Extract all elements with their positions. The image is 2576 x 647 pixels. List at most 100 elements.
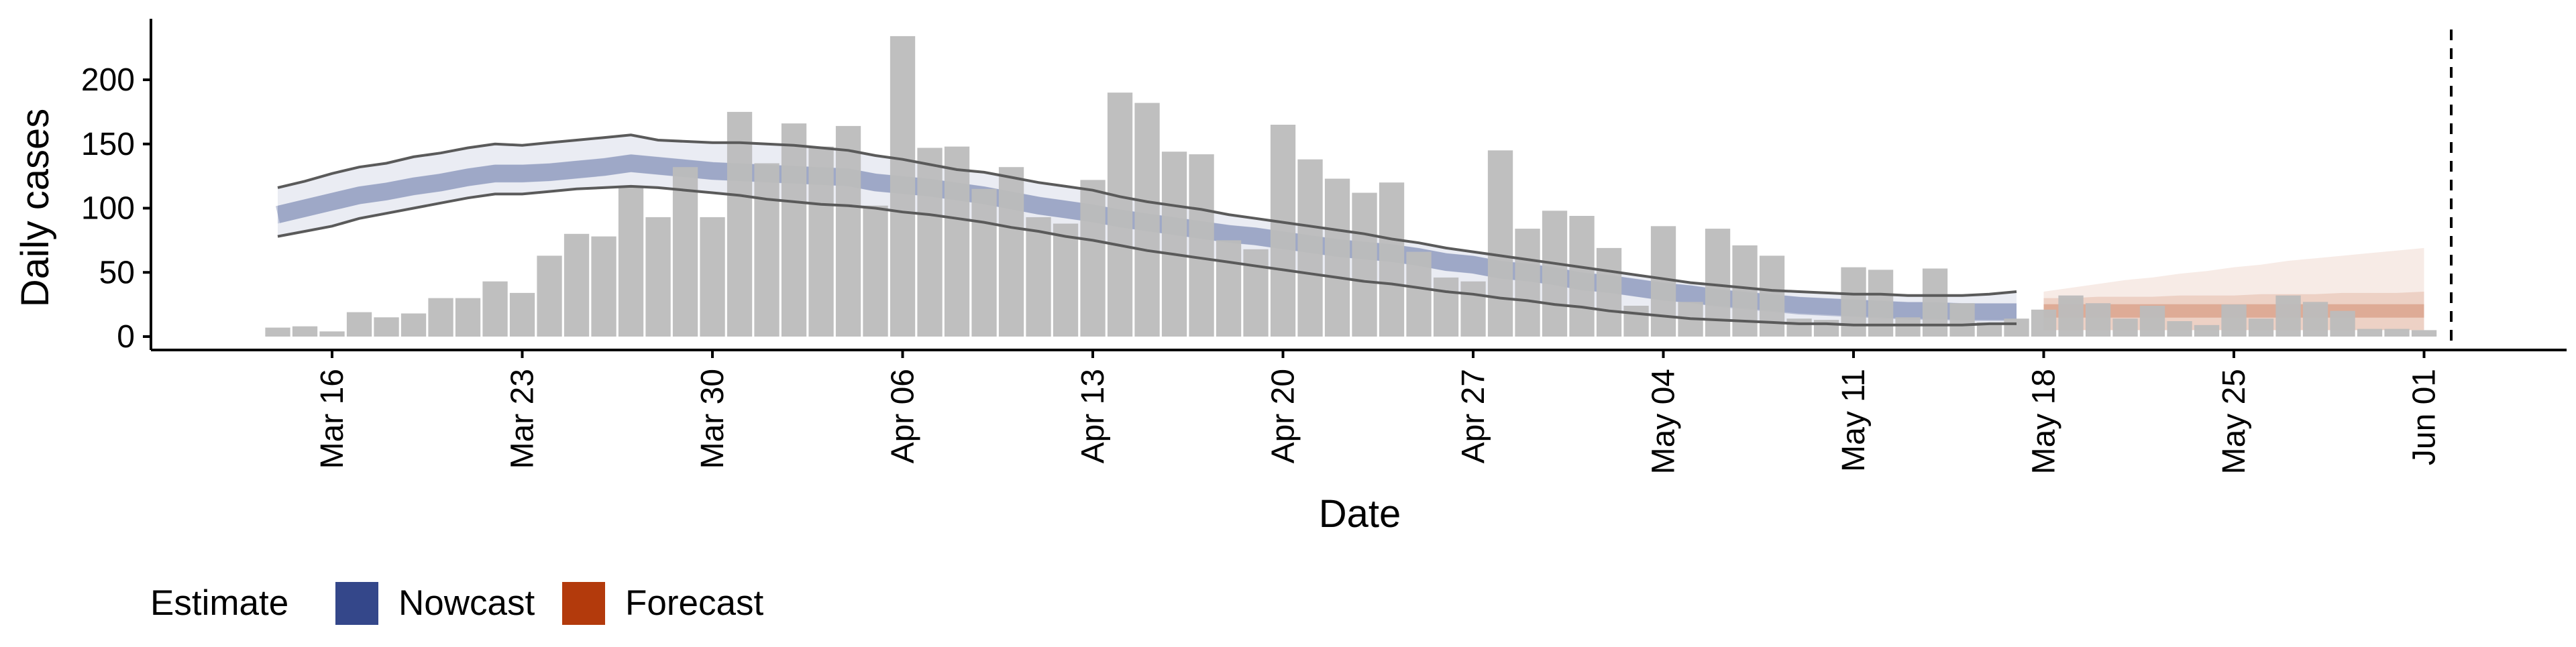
bar-day-28: [1026, 217, 1051, 337]
bar-day-24: [917, 148, 943, 337]
bar-day-13: [618, 187, 644, 337]
bar-day-74: [2275, 295, 2301, 337]
y-axis-title: Daily cases: [13, 109, 57, 308]
bar-day-32: [1134, 103, 1160, 337]
bar-day-21: [835, 125, 861, 337]
y-tick-label-100: 100: [81, 191, 135, 227]
bar-day-46: [1515, 229, 1540, 337]
bar-day-26: [971, 188, 997, 337]
bar-day-76: [2330, 310, 2355, 337]
bar-day-9: [509, 292, 535, 337]
bar-day-75: [2302, 302, 2328, 337]
bar-day-77: [2357, 329, 2383, 337]
bar-day-16: [700, 217, 725, 337]
bar-day-3: [346, 312, 372, 337]
bar-day-79: [2411, 330, 2437, 337]
bar-day-67: [2085, 303, 2111, 337]
x-axis-title: Date: [1319, 492, 1401, 536]
bar-day-7: [455, 298, 481, 337]
bar-day-20: [808, 146, 834, 337]
bar-day-17: [727, 111, 753, 337]
bar-day-10: [537, 255, 562, 337]
x-tick-label-1: Mar 23: [505, 369, 541, 469]
y-tick-label-50: 50: [99, 255, 135, 290]
bar-day-40: [1352, 192, 1377, 337]
legend-key-forecast: [562, 582, 605, 625]
bar-day-38: [1297, 159, 1323, 337]
legend-label-forecast: Forecast: [625, 583, 763, 623]
bar-day-57: [1813, 320, 1839, 337]
bar-day-2: [319, 331, 345, 337]
legend-title: Estimate: [150, 583, 288, 623]
bar-day-33: [1161, 152, 1187, 337]
x-tick-label-10: May 25: [2216, 369, 2252, 474]
bar-day-36: [1243, 249, 1269, 337]
bar-day-70: [2167, 321, 2192, 337]
x-tick-label-11: Jun 01: [2407, 369, 2443, 465]
bar-day-19: [781, 123, 807, 337]
nowcast-upper-line: [277, 133, 2017, 297]
bar-day-27: [998, 167, 1024, 337]
bar-day-18: [754, 163, 780, 337]
x-tick-label-9: May 18: [2027, 369, 2062, 474]
bar-day-22: [863, 205, 888, 337]
bar-day-43: [1433, 277, 1459, 337]
y-tick-label-0: 0: [117, 319, 135, 355]
bar-day-4: [374, 317, 399, 337]
nowcast-lower-line: [277, 184, 2017, 327]
bar-day-39: [1324, 178, 1350, 337]
x-tick-label-8: May 11: [1836, 369, 1872, 472]
y-tick-label-200: 200: [81, 62, 135, 98]
bar-day-1: [292, 326, 318, 337]
bar-day-65: [2031, 309, 2057, 337]
bar-day-42: [1406, 251, 1432, 337]
bar-day-64: [2004, 318, 2029, 337]
bar-day-50: [1623, 306, 1649, 337]
bar-day-25: [944, 146, 970, 337]
bar-day-23: [890, 36, 916, 337]
x-tick-label-6: Apr 27: [1456, 369, 1491, 463]
bar-day-44: [1460, 281, 1486, 337]
bar-day-78: [2384, 329, 2410, 337]
bar-day-8: [482, 281, 508, 337]
forecast-outer-ribbon: [2043, 247, 2424, 331]
bar-day-6: [428, 298, 453, 337]
bar-day-29: [1053, 223, 1079, 337]
bar-day-69: [2139, 306, 2165, 337]
bar-day-55: [1759, 255, 1785, 337]
axes-layer: 0 50 100 150 200 Mar 16 Mar 23 Mar 30 Apr 06 Apr …: [81, 19, 2567, 474]
bar-day-34: [1189, 154, 1214, 337]
legend: Estimate Nowcast Forecast: [150, 582, 763, 625]
bar-day-73: [2248, 318, 2274, 337]
bar-day-41: [1379, 182, 1405, 337]
bar-day-59: [1868, 270, 1894, 337]
bar-day-60: [1895, 317, 1921, 337]
bar-day-56: [1786, 318, 1812, 337]
bar-day-11: [564, 233, 590, 337]
bar-day-37: [1270, 125, 1296, 337]
bar-day-12: [591, 236, 616, 337]
bar-day-62: [1949, 303, 1975, 337]
bar-day-68: [2112, 318, 2138, 337]
legend-label-nowcast: Nowcast: [398, 583, 535, 623]
bar-day-14: [645, 217, 671, 337]
legend-key-nowcast: [335, 582, 378, 625]
bar-day-66: [2058, 295, 2084, 337]
bar-day-31: [1107, 93, 1133, 337]
bar-day-5: [400, 313, 427, 337]
x-tick-label-3: Apr 06: [885, 369, 921, 463]
bar-day-15: [672, 167, 698, 337]
bar-day-0: [265, 327, 290, 337]
x-tick-label-2: Mar 30: [695, 369, 731, 469]
bar-day-48: [1569, 216, 1595, 337]
bar-day-63: [1976, 322, 2002, 337]
x-tick-label-5: Apr 20: [1266, 369, 1301, 463]
bar-day-47: [1542, 211, 1568, 337]
x-tick-label-0: Mar 16: [315, 369, 350, 469]
y-tick-label-150: 150: [81, 127, 135, 162]
bar-day-71: [2194, 325, 2220, 337]
x-tick-label-7: May 04: [1646, 369, 1682, 474]
bar-day-72: [2221, 304, 2247, 337]
